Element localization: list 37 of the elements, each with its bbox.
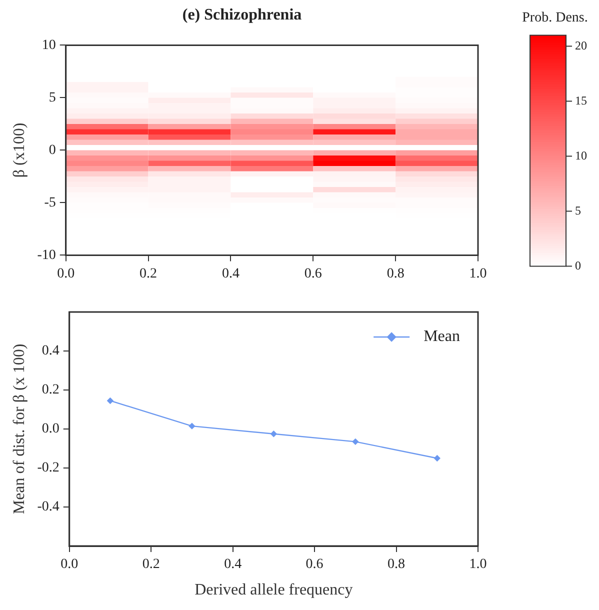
x-tick-label: 0.2 <box>140 266 158 282</box>
y-tick-label: 5 <box>48 90 56 106</box>
x-tick-label: 1.0 <box>469 266 487 282</box>
color-bar-label: 15 <box>575 93 587 108</box>
y-tick-label: -0.4 <box>37 500 60 515</box>
color-bar-label: 20 <box>575 38 587 52</box>
y-tick-label: -0.2 <box>37 460 60 476</box>
point <box>434 455 440 462</box>
x-tick-label: 0.6 <box>306 557 324 572</box>
legend-label: Mean <box>424 328 460 346</box>
y-tick-label: 10 <box>42 38 56 53</box>
x-tick-label: 0.2 <box>142 557 160 572</box>
y-axis-title: β (x100) <box>10 122 28 178</box>
color-bar-label: 0 <box>575 258 581 272</box>
y-tick-label: -10 <box>37 248 56 263</box>
point <box>270 430 277 437</box>
x-tick-label: 0.4 <box>224 557 242 572</box>
y-tick-label: 0.2 <box>42 382 60 398</box>
color-bar-label: 5 <box>575 203 581 218</box>
x-tick-label: 0.4 <box>222 266 240 282</box>
x-tick-label: 1.0 <box>469 557 487 572</box>
point <box>188 422 196 430</box>
color-bar-label: 10 <box>575 148 587 162</box>
point <box>107 398 114 404</box>
y-tick-label: 0.4 <box>42 344 60 359</box>
x-tick-label: 0.8 <box>388 557 406 572</box>
chart-title: (e) Schizophrenia <box>182 6 302 24</box>
x-tick-label: 0.8 <box>386 266 404 282</box>
x-axis-title: Derived allele frequency <box>194 582 353 599</box>
y-axis-title: Mean of dist. for β (x 100) <box>10 344 28 514</box>
x-tick-label: 0.0 <box>60 557 78 572</box>
y-tick-label: 0.0 <box>42 422 60 437</box>
x-tick-label: 0.6 <box>304 266 322 282</box>
point <box>352 438 359 445</box>
color-bar-title: Prob. Dens. <box>522 10 588 26</box>
y-tick-label: 0 <box>48 142 56 158</box>
y-tick-label: -5 <box>44 195 56 210</box>
